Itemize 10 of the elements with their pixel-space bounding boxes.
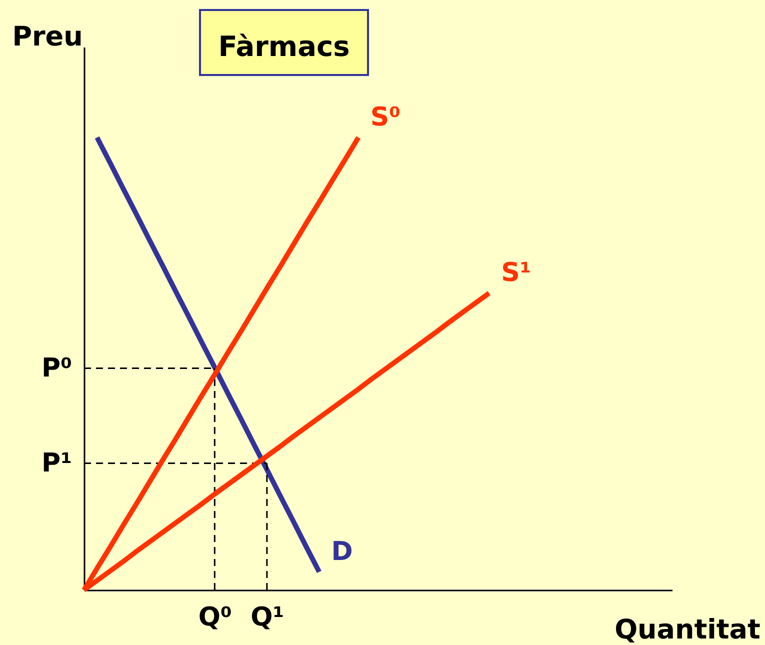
x-tick-label: Q¹	[250, 602, 284, 632]
series-label: D	[331, 536, 353, 567]
ref-line-label: P⁰	[42, 353, 72, 384]
ref-line-label: P¹	[42, 448, 72, 478]
series-label: S⁰	[370, 102, 401, 132]
x-tick-label: Q⁰	[198, 602, 232, 632]
x-axis-title: Quantitat	[614, 614, 760, 645]
chart-title: Fàrmacs	[218, 30, 350, 63]
series-label: S¹	[501, 258, 532, 288]
y-axis-title: Preu	[12, 22, 83, 52]
